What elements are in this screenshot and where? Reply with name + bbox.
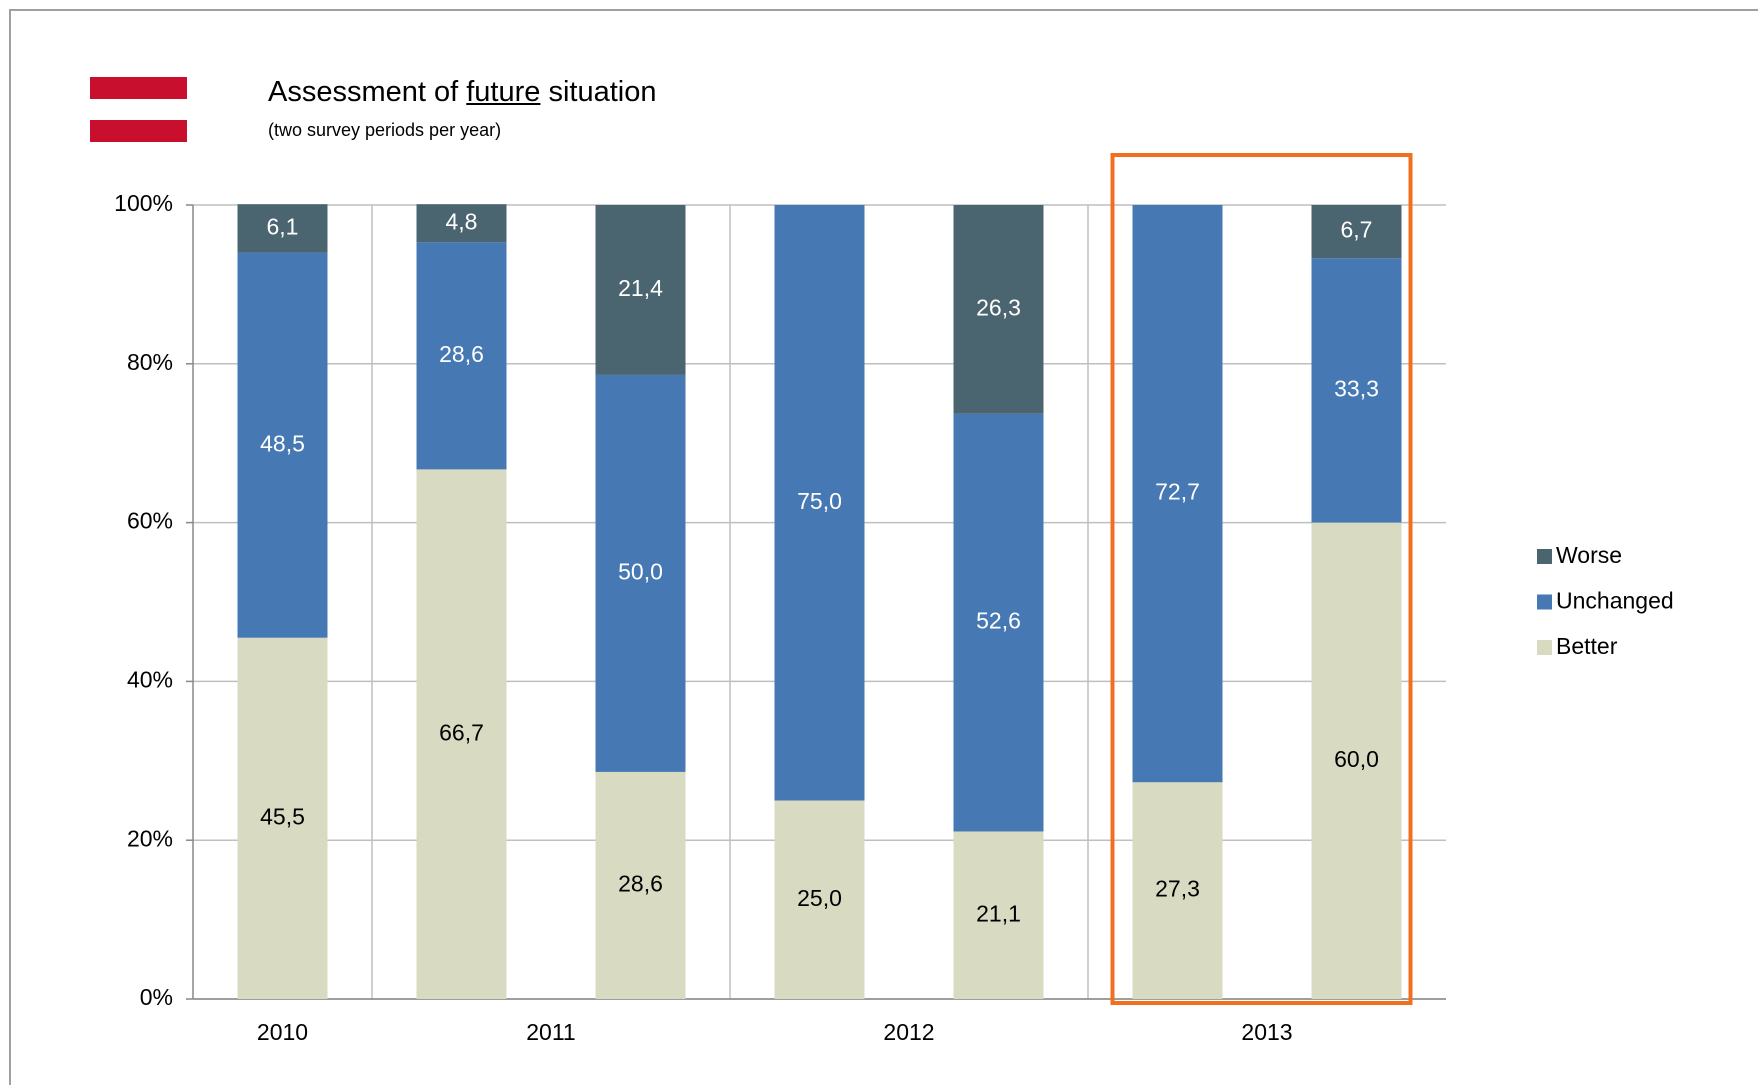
data-label: 45,5 [260, 803, 305, 829]
title-part: situation [540, 76, 657, 108]
bar-segment [774, 205, 865, 801]
data-label: 25,0 [797, 885, 842, 911]
highlight-box [1110, 153, 1413, 1005]
bar-segment [416, 204, 507, 243]
data-label: 72,7 [1155, 479, 1200, 505]
y-tick-label: 80% [127, 349, 173, 375]
legend-label: Worse [1556, 542, 1622, 568]
bar-segment [953, 831, 1044, 999]
bar-segment [237, 637, 328, 999]
bar-segment [1311, 522, 1402, 999]
bar-segment [416, 469, 507, 1000]
data-label: 6,1 [267, 214, 299, 240]
y-tick-label: 60% [127, 508, 173, 534]
legend-swatch [1537, 640, 1552, 655]
data-label: 52,6 [976, 608, 1021, 634]
x-tick-label: 2010 [257, 1019, 308, 1045]
bar-segment [1311, 205, 1402, 259]
legend-label: Unchanged [1556, 588, 1674, 614]
bar-segment [237, 252, 328, 638]
data-label: 6,7 [1341, 217, 1373, 243]
x-tick-label: 2011 [526, 1019, 575, 1045]
bar-segment [595, 374, 686, 772]
bar-segment [237, 204, 328, 253]
x-tick-label: 2013 [1241, 1019, 1292, 1045]
data-label: 50,0 [618, 558, 663, 584]
data-label: 21,1 [976, 900, 1021, 926]
bar-segment [774, 800, 865, 999]
flag-stripe [90, 77, 187, 99]
bar-segment [416, 242, 507, 470]
data-label: 75,0 [797, 488, 842, 514]
bar-segment [953, 413, 1044, 832]
title-part: future [466, 76, 541, 108]
data-label: 60,0 [1334, 746, 1379, 772]
data-label: 27,3 [1155, 876, 1200, 902]
legend-swatch [1537, 549, 1552, 564]
chart-title: Assessment of future situation [268, 76, 657, 109]
legend-swatch [1537, 594, 1552, 610]
x-tick-label: 2012 [883, 1019, 934, 1045]
y-tick-label: 20% [127, 825, 173, 851]
data-label: 28,6 [618, 871, 663, 897]
chart-subtitle: (two survey periods per year) [268, 120, 502, 140]
bar-segment [953, 205, 1044, 414]
bar-segment [1311, 258, 1402, 523]
data-label: 26,3 [976, 294, 1021, 320]
y-tick-label: 100% [114, 190, 173, 216]
data-label: 33,3 [1334, 375, 1379, 401]
bar-segment [595, 771, 686, 999]
title-part: Assessment of [268, 76, 467, 108]
flag-stripe [90, 120, 187, 142]
data-label: 21,4 [618, 275, 663, 301]
data-label: 66,7 [439, 719, 484, 745]
bar-segment [595, 205, 686, 375]
bar-segment [1132, 782, 1223, 999]
frame [9, 9, 1758, 1085]
bar-segment [1132, 205, 1223, 783]
data-label: 48,5 [260, 430, 305, 456]
y-tick-label: 0% [140, 984, 173, 1010]
y-tick-label: 40% [127, 666, 173, 692]
flag-stripe [90, 99, 187, 120]
data-label: 28,6 [439, 341, 484, 367]
data-label: 4,8 [446, 208, 478, 234]
legend-label: Better [1556, 633, 1618, 659]
